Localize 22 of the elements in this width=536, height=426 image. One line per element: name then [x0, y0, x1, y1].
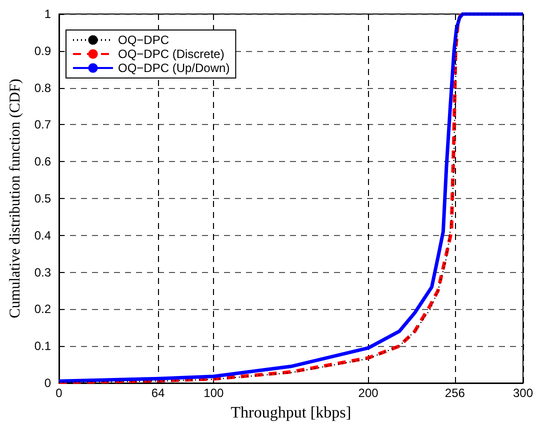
x-tick-label: 0 — [56, 386, 63, 400]
x-tick-label: 64 — [151, 386, 165, 400]
y-tick-label: 0.5 — [34, 192, 52, 206]
y-tick-label: 0.7 — [34, 118, 52, 132]
y-tick-label: 0.1 — [34, 339, 52, 354]
y-tick-label: 0.6 — [34, 154, 52, 169]
legend-label: OQ−DPC — [118, 33, 170, 47]
x-axis-title: Throughput [kbps] — [230, 404, 352, 422]
y-tick-label: 0 — [44, 376, 52, 390]
y-tick-label: 0.8 — [34, 80, 52, 95]
y-tick-label: 0.9 — [34, 44, 52, 58]
y-tick-label: 1 — [44, 7, 52, 21]
y-tick-label: 0.3 — [34, 265, 52, 280]
y-tick-label: 0.2 — [34, 302, 52, 316]
x-tick-label: 256 — [444, 386, 466, 400]
x-tick-label: 100 — [204, 386, 224, 400]
legend-label: OQ−DPC (Discrete) — [118, 47, 224, 61]
x-tick-label: 200 — [358, 386, 379, 400]
x-tick-label: 300 — [512, 386, 534, 400]
y-axis-title: Cumulative distribution function (CDF) — [8, 78, 24, 318]
legend-label: OQ−DPC (Up/Down) — [118, 61, 230, 75]
y-tick-label: 0.4 — [34, 228, 52, 242]
